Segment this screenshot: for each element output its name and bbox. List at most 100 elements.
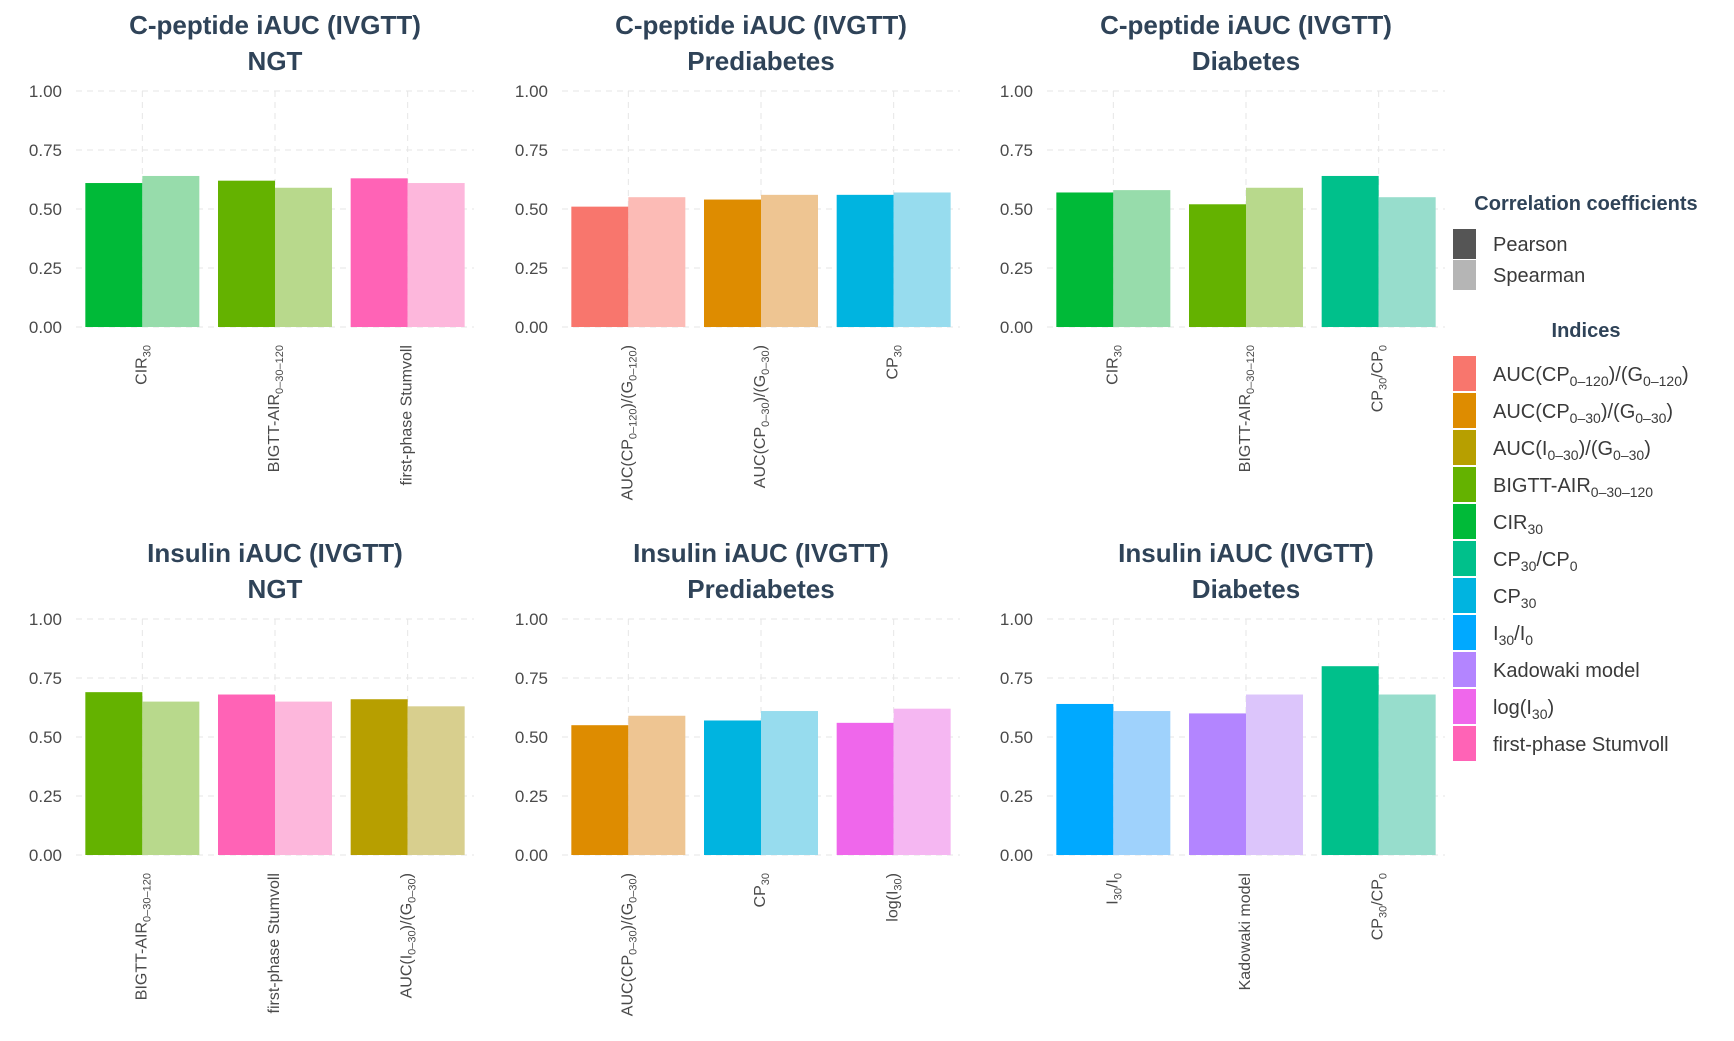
bar-spearman: [275, 187, 332, 327]
bar-spearman: [407, 183, 465, 327]
bar-pearson: [350, 699, 408, 855]
x-tick-label: CIR30: [133, 345, 153, 385]
x-tick-label: I30/I0: [1104, 873, 1124, 905]
bar-pearson: [571, 725, 629, 855]
legend-swatch: [1453, 229, 1476, 259]
legend-label: CIR30: [1493, 512, 1543, 537]
y-tick-label: 0.25: [29, 787, 62, 806]
bar-pearson: [704, 199, 761, 327]
bar-spearman: [1378, 694, 1436, 855]
bar-spearman: [628, 715, 686, 855]
y-tick-label: 0.50: [29, 200, 62, 219]
y-tick-label: 1.00: [515, 610, 548, 629]
bar-spearman: [1246, 187, 1303, 327]
panel-title: Insulin iAUC (IVGTT): [1118, 538, 1374, 568]
legend-swatch: [1453, 615, 1476, 650]
y-tick-label: 1.00: [29, 82, 62, 101]
panel-title: C-peptide iAUC (IVGTT): [129, 10, 421, 40]
bar-spearman: [1113, 190, 1171, 327]
panel-title: Diabetes: [1192, 46, 1300, 76]
y-tick-label: 0.50: [515, 200, 548, 219]
y-tick-label: 0.25: [1000, 787, 1033, 806]
legend-title-indices: Indices: [1552, 320, 1621, 342]
x-tick-label: first-phase Stumvoll: [266, 873, 283, 1014]
panel-title: Diabetes: [1192, 574, 1300, 604]
bar-pearson: [1189, 713, 1246, 855]
y-tick-label: 0.00: [29, 318, 62, 337]
x-tick-label: BIGTT-AIR0–30–120: [1237, 345, 1257, 472]
bar-pearson: [85, 183, 143, 327]
bar-pearson: [1056, 703, 1114, 855]
panel-4: Insulin iAUC (IVGTT) NGT 0.00 0.25 0.50 0.75 1…: [29, 538, 474, 1014]
y-tick-label: 0.75: [29, 669, 62, 688]
y-tick-label: 0.00: [29, 846, 62, 865]
y-tick-label: 0.25: [1000, 259, 1033, 278]
bar-pearson: [836, 722, 894, 855]
legend-swatch: [1453, 652, 1476, 687]
x-tick-label: CP30: [752, 873, 772, 907]
legend-label: I30/I0: [1493, 623, 1533, 648]
legend-swatch: [1453, 430, 1476, 465]
legend-swatch: [1453, 578, 1476, 613]
y-tick-label: 1.00: [1000, 610, 1033, 629]
legend-swatch: [1453, 393, 1476, 428]
legend-label: Pearson: [1493, 234, 1568, 256]
x-tick-label: AUC(CP0–30)/(G0–30): [752, 345, 772, 488]
panel-title: Prediabetes: [687, 574, 834, 604]
panel-5: Insulin iAUC (IVGTT) Prediabetes 0.00 0.25 0…: [515, 538, 960, 1016]
y-tick-label: 0.50: [29, 728, 62, 747]
y-tick-label: 0.75: [1000, 141, 1033, 160]
panel-title: Insulin iAUC (IVGTT): [633, 538, 889, 568]
x-tick-label: AUC(CP0–30)/(G0–30): [619, 873, 639, 1016]
bar-spearman: [1113, 711, 1171, 855]
bar-spearman: [893, 192, 951, 327]
legend-label: AUC(CP0–120)/(G0–120): [1493, 364, 1689, 389]
bar-spearman: [761, 711, 818, 855]
legend-swatch: [1453, 541, 1476, 576]
legend-swatch: [1453, 260, 1476, 290]
y-tick-label: 0.75: [29, 141, 62, 160]
x-tick-label: Kadowaki model: [1237, 873, 1254, 990]
panel-title: Prediabetes: [687, 46, 834, 76]
y-tick-label: 0.00: [1000, 318, 1033, 337]
panel-6: Insulin iAUC (IVGTT) Diabetes 0.00 0.25 0.50…: [1000, 538, 1445, 990]
bar-spearman: [407, 706, 465, 855]
legend-label: Kadowaki model: [1493, 660, 1640, 682]
bar-pearson: [85, 692, 143, 855]
legend-label: AUC(CP0–30)/(G0–30): [1493, 401, 1673, 426]
bar-spearman: [1378, 197, 1436, 327]
bar-pearson: [1321, 175, 1379, 327]
y-tick-label: 0.00: [1000, 846, 1033, 865]
x-tick-label: CP30/CP0: [1370, 345, 1390, 412]
y-tick-label: 0.50: [515, 728, 548, 747]
bar-pearson: [1189, 204, 1246, 327]
y-tick-label: 0.00: [515, 846, 548, 865]
y-tick-label: 0.25: [515, 787, 548, 806]
x-tick-label: AUC(CP0–120)/(G0–120): [619, 345, 639, 500]
panel-title: C-peptide iAUC (IVGTT): [1100, 10, 1392, 40]
y-tick-label: 0.25: [29, 259, 62, 278]
y-tick-label: 1.00: [1000, 82, 1033, 101]
y-tick-label: 0.75: [515, 669, 548, 688]
legend-label: CP30/CP0: [1493, 549, 1578, 574]
y-tick-label: 0.00: [515, 318, 548, 337]
bar-pearson: [704, 720, 761, 855]
y-tick-label: 1.00: [29, 610, 62, 629]
x-tick-label: BIGTT-AIR0–30–120: [133, 873, 153, 1000]
legend-label: BIGTT-AIR0–30–120: [1493, 475, 1653, 500]
y-tick-label: 0.75: [515, 141, 548, 160]
bar-spearman: [893, 708, 951, 855]
bar-spearman: [142, 701, 200, 855]
y-tick-label: 0.75: [1000, 669, 1033, 688]
legend-label: CP30: [1493, 586, 1537, 611]
bar-spearman: [142, 175, 200, 327]
bar-pearson: [836, 194, 894, 327]
bar-pearson: [350, 178, 408, 327]
panel-title: Insulin iAUC (IVGTT): [147, 538, 403, 568]
panel-1: C-peptide iAUC (IVGTT) NGT 0.00 0.25 0.50 0.7…: [29, 10, 474, 486]
bar-spearman: [275, 701, 332, 855]
x-tick-label: log(I30): [885, 873, 905, 922]
panel-title: NGT: [248, 46, 303, 76]
legend-title-coefficients: Correlation coefficients: [1474, 193, 1697, 215]
